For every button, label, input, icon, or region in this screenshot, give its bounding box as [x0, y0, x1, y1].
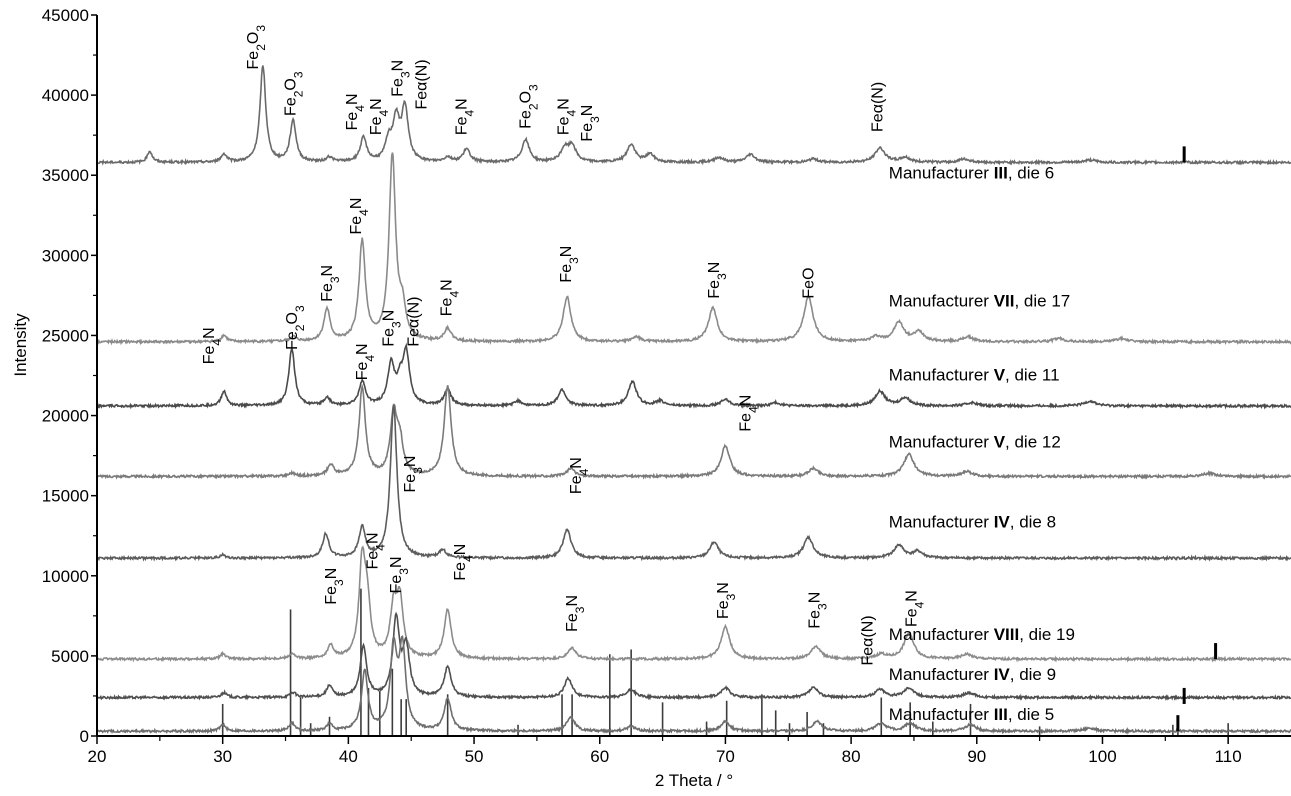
- x-tick-label: 50: [465, 747, 484, 766]
- peak-annotation: Fe3N: [381, 310, 404, 347]
- axes: [96, 15, 1291, 737]
- series-labels: Manufacturer III, die 6 Manufacturer VII,…: [889, 163, 1075, 724]
- x-axis-title: 2 Theta / °: [655, 771, 733, 790]
- series-line: [96, 342, 1291, 410]
- peak-annotation: Feα(N): [406, 297, 423, 347]
- peak-annotation: Fe4N: [555, 98, 578, 135]
- peak-annotation: Fe3N: [319, 265, 342, 302]
- peak-annotation: Fe2O3: [284, 305, 307, 350]
- x-tick-label: 90: [967, 747, 986, 766]
- peak-annotation: Fe4N: [738, 395, 761, 432]
- reference-lines: [97, 588, 1291, 737]
- y-tick-label: 40000: [42, 86, 89, 105]
- series-line: [96, 383, 1291, 480]
- peak-annotation: Feα(N): [413, 59, 430, 109]
- y-tick-label: 35000: [42, 166, 89, 185]
- peak-annotation: Fe2O3: [518, 84, 541, 129]
- x-tick-label: 80: [842, 747, 861, 766]
- series-label: Manufacturer III, die 5: [889, 705, 1054, 724]
- series-label: Manufacturer V, die 12: [889, 433, 1061, 452]
- peak-annotation: Fe4N: [354, 343, 377, 380]
- peak-annotation: Fe3N: [706, 262, 729, 299]
- peak-annotation: Fe4N: [454, 98, 477, 135]
- tick-marks: 20 30 40 50 60 70 80 90 100 110 0 5000 10000 15000 200…: [42, 6, 1242, 766]
- y-axis-title: Intensity: [11, 313, 30, 377]
- peak-annotation: Fe4N: [903, 590, 926, 627]
- peak-annotation: Fe3N: [388, 556, 411, 593]
- peak-annotation: Fe4N: [348, 198, 371, 235]
- peak-annotation: Fe3N: [402, 456, 425, 493]
- x-tick-label: 110: [1215, 747, 1242, 766]
- peak-annotation: Fe4N: [344, 93, 367, 130]
- peak-annotation: Feα(N): [859, 615, 876, 665]
- peak-annotation: Feα(N): [870, 82, 887, 132]
- x-tick-label: 20: [88, 747, 107, 766]
- peak-annotation: Fe4N: [364, 532, 387, 569]
- peak-annotation: Fe3N: [807, 592, 830, 629]
- series-line: [96, 65, 1291, 166]
- peak-annotation: Fe2O3: [283, 71, 306, 116]
- series-label: Manufacturer VIII, die 19: [889, 625, 1075, 644]
- x-tick-label: 30: [213, 747, 232, 766]
- peak-annotation: Fe4N: [201, 327, 224, 364]
- series-line: [96, 611, 1291, 702]
- peak-annotation: Fe2O3: [245, 25, 268, 70]
- x-tick-label: 40: [339, 747, 358, 766]
- y-tick-label: 0: [80, 727, 89, 746]
- y-tick-label: 20000: [42, 407, 89, 426]
- peak-annotation: FeO: [800, 267, 817, 298]
- series-line: [96, 405, 1291, 562]
- peak-annotation: Fe4N: [368, 98, 391, 135]
- series-label: Manufacturer IV, die 9: [889, 665, 1056, 684]
- y-tick-label: 10000: [42, 567, 89, 586]
- peak-annotation: Fe3N: [579, 105, 602, 142]
- series-layer: [96, 65, 1291, 736]
- series-line: [96, 635, 1291, 736]
- x-tick-label: 60: [590, 747, 609, 766]
- peak-annotation: Fe4N: [452, 544, 475, 581]
- y-tick-label: 45000: [42, 6, 89, 25]
- series-label: Manufacturer V, die 11: [889, 365, 1060, 384]
- peak-annotation: Fe4N: [438, 279, 461, 316]
- peak-annotation: Fe3N: [389, 60, 412, 97]
- x-tick-label: 70: [716, 747, 735, 766]
- y-tick-label: 25000: [42, 326, 89, 345]
- peak-annotation: Fe3N: [715, 582, 738, 619]
- series-label: Manufacturer VII, die 17: [889, 292, 1070, 311]
- y-tick-label: 5000: [51, 647, 89, 666]
- series-label: Manufacturer IV, die 8: [889, 513, 1056, 532]
- y-tick-label: 30000: [42, 246, 89, 265]
- series-label: Manufacturer III, die 6: [889, 163, 1054, 182]
- series-line: [96, 152, 1291, 346]
- peak-annotation: Fe3N: [564, 595, 587, 632]
- peak-annotation: Fe3N: [323, 568, 346, 605]
- y-tick-label: 15000: [42, 487, 89, 506]
- series-line: [96, 545, 1291, 663]
- peak-annotation: Fe3N: [558, 246, 581, 283]
- x-tick-label: 100: [1088, 747, 1116, 766]
- peak-annotation: Fe4N: [568, 457, 591, 494]
- markers: [1176, 146, 1218, 732]
